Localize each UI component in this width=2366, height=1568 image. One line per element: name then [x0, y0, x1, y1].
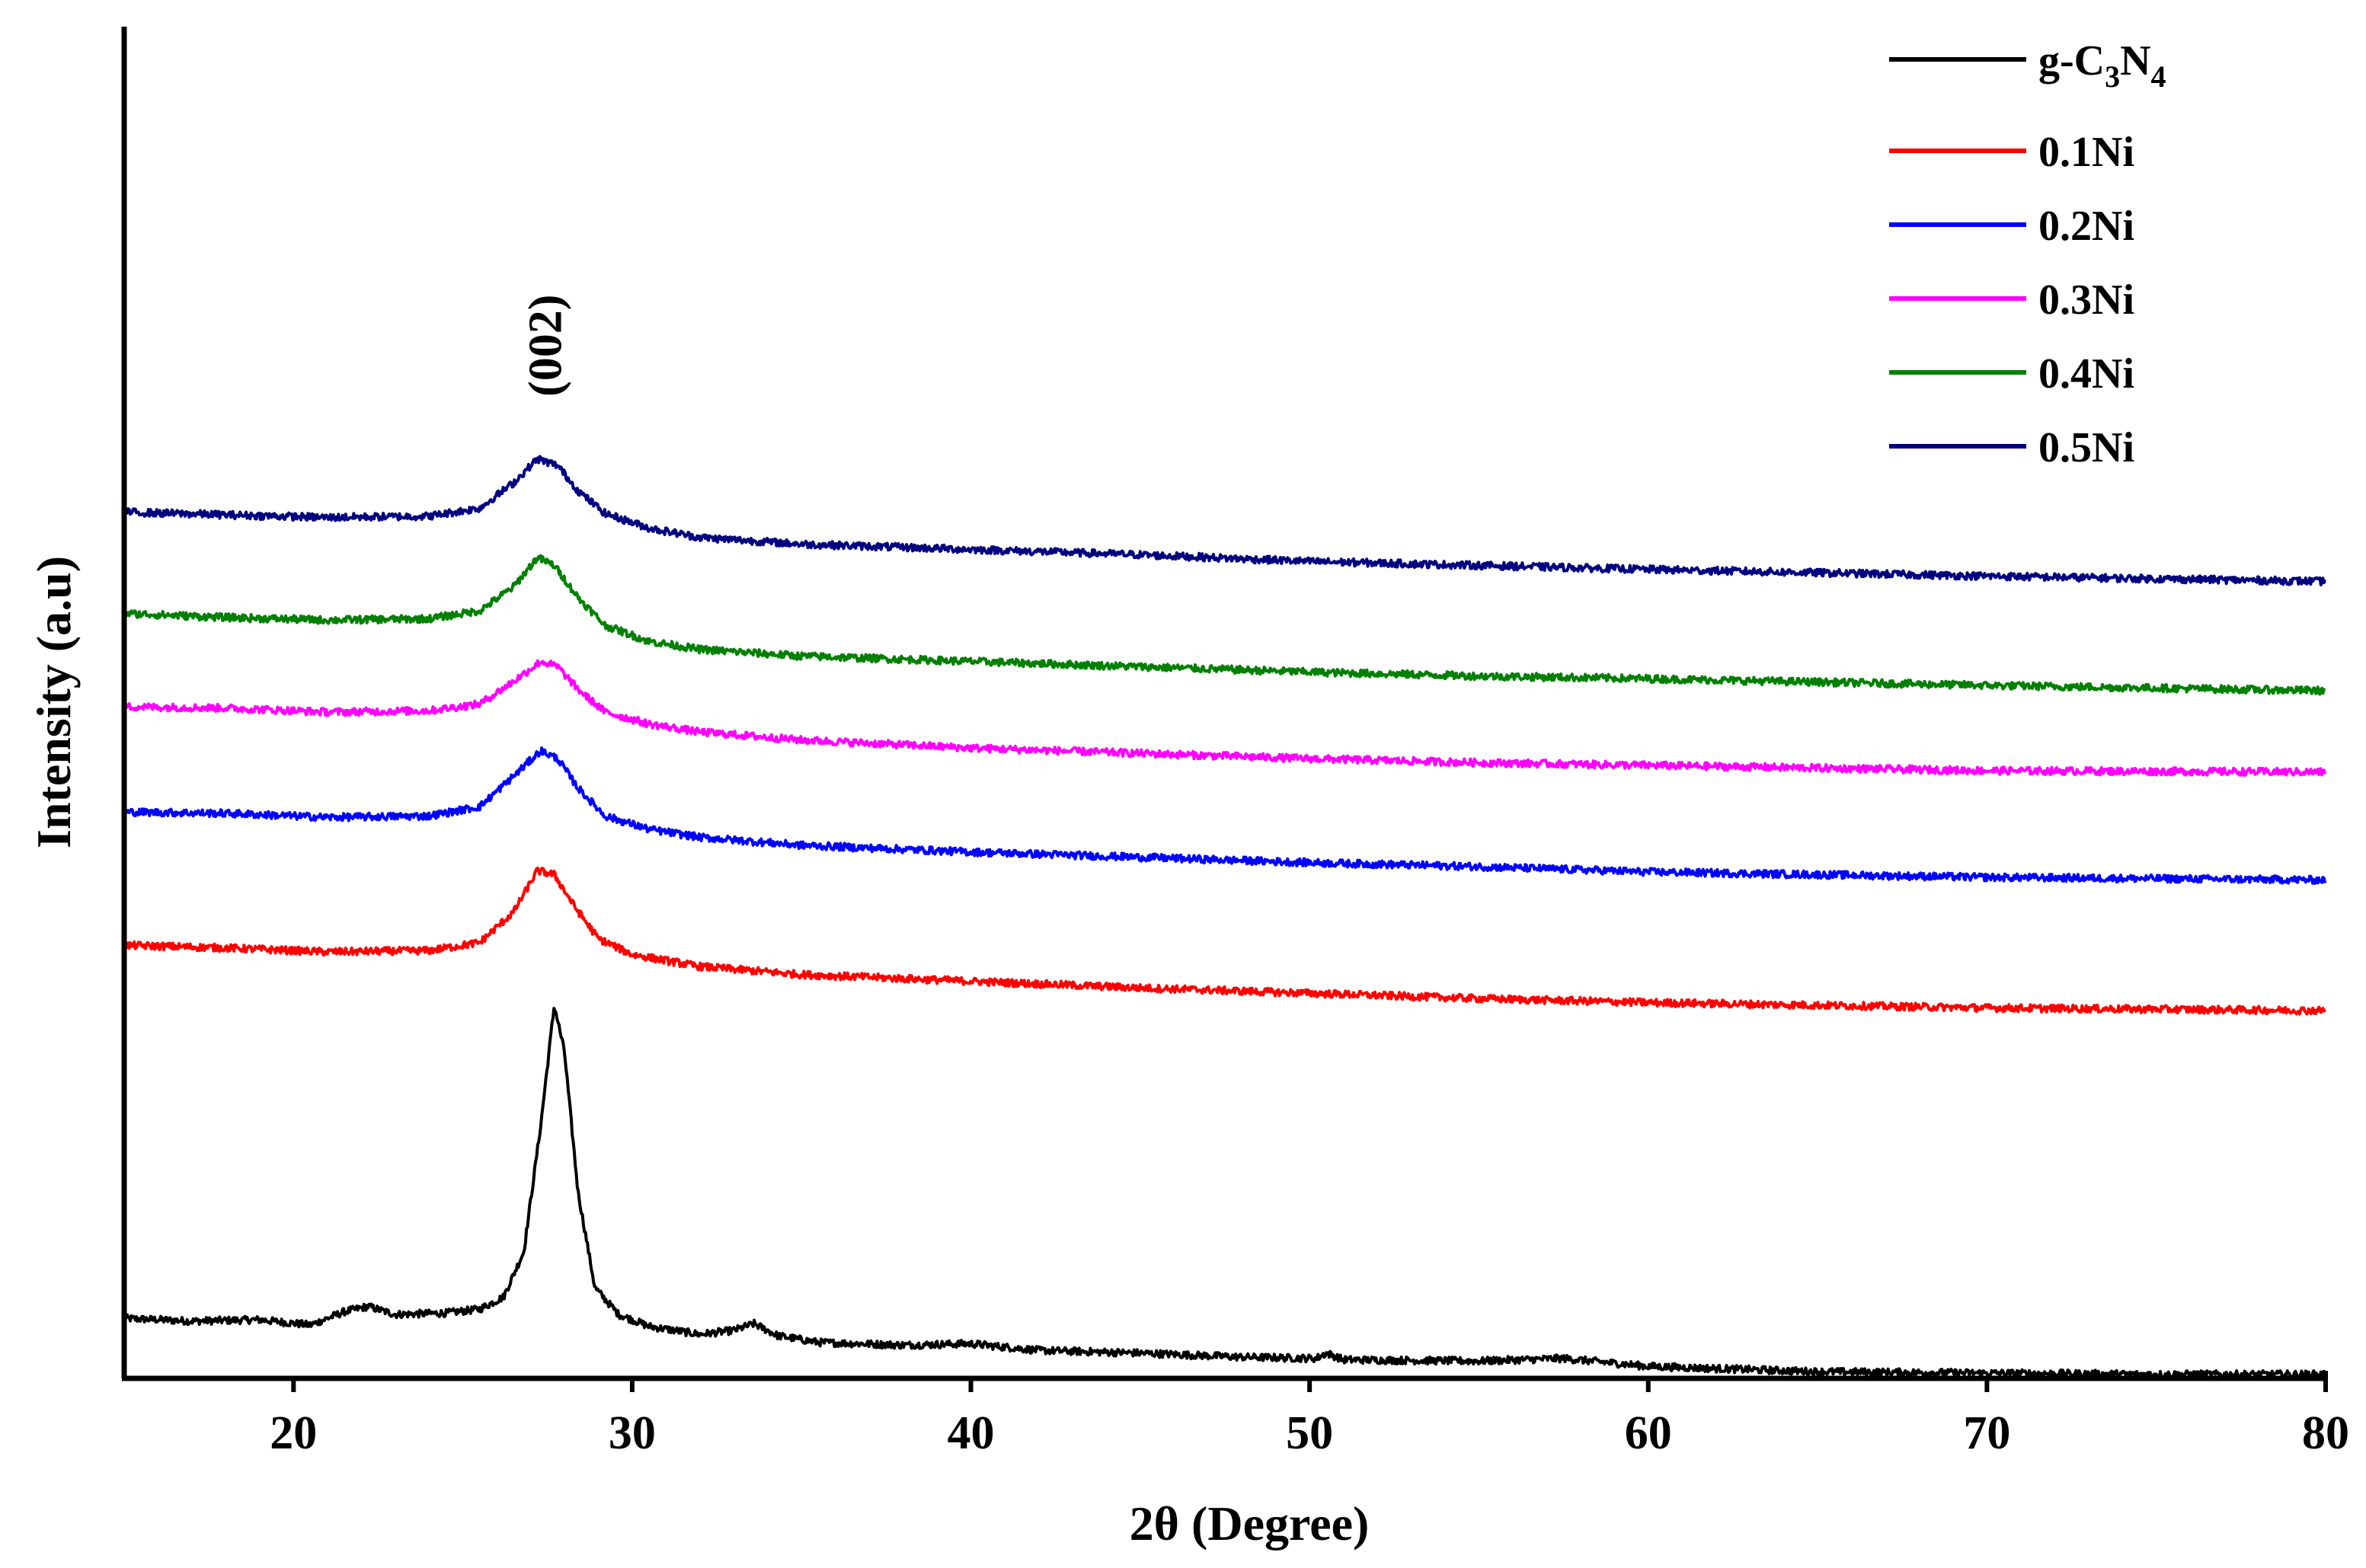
legend-label-0-1ni: 0.1Ni	[2038, 129, 2134, 176]
x-tick-label: 80	[2302, 1407, 2349, 1459]
x-axis-title: 2θ (Degree)	[1130, 1496, 1370, 1550]
series-layer	[123, 455, 2327, 1380]
legend-label-g-c3n4: g-C3N4	[2038, 37, 2166, 94]
x-tick-label: 50	[1286, 1407, 1333, 1459]
series-line-0-1ni	[123, 866, 2326, 1016]
legend-label-0-3ni: 0.3Ni	[2038, 276, 2134, 324]
legend-label-0-4ni: 0.4Ni	[2038, 350, 2134, 398]
x-tick-label: 70	[1963, 1407, 2010, 1459]
legend-label-sub: 3	[2105, 59, 2120, 94]
x-ticks: 20 30 40 50 60 70 80	[270, 1378, 2349, 1459]
plot-axes	[121, 27, 2328, 1381]
y-axis-title: Intensity (a.u)	[27, 556, 81, 848]
series-line-0-4ni	[123, 554, 2326, 696]
x-tick-label: 60	[1625, 1407, 1672, 1459]
legend-label-0-2ni: 0.2Ni	[2038, 203, 2134, 250]
series-line-0-5ni	[123, 455, 2326, 586]
series-line-0-3ni	[123, 659, 2327, 778]
legend-label-sub: 4	[2151, 59, 2166, 94]
peak-annotation-002: (002)	[520, 295, 571, 397]
legend-label-part: g-C	[2038, 37, 2105, 85]
legend-label-0-5ni: 0.5Ni	[2038, 424, 2134, 471]
legend-label-part: N	[2120, 37, 2150, 85]
x-tick-label: 40	[948, 1407, 995, 1459]
x-tick-label: 30	[609, 1407, 656, 1459]
x-tick-label: 20	[270, 1407, 317, 1459]
series-line-g-c3n4	[123, 1007, 2327, 1380]
series-line-0-2ni	[123, 746, 2327, 885]
legend: g-C3N4 0.1Ni 0.2Ni 0.3Ni 0.4Ni 0.5Ni	[1889, 37, 2166, 471]
